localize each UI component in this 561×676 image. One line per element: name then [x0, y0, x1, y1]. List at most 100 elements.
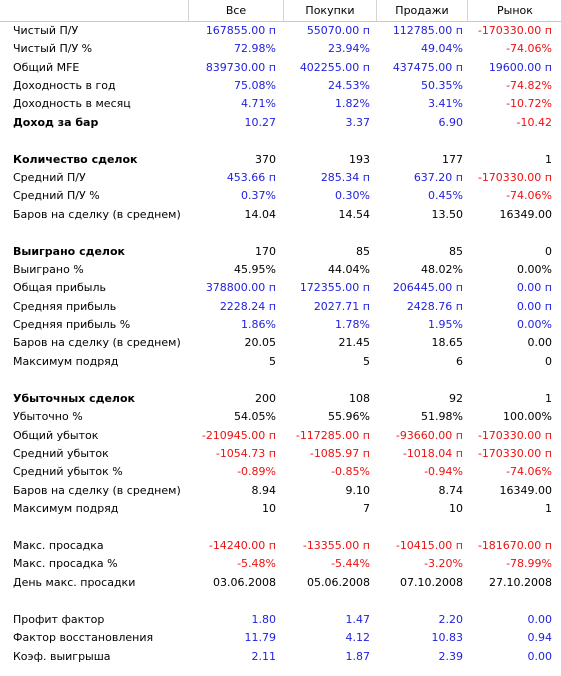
value-sells: 2428.76 п: [406, 300, 463, 313]
table-row: Общий убыток -210945.00 п -117285.00 п -936…: [0, 427, 561, 445]
value-buys: 1.47: [345, 613, 371, 626]
column-header-all[interactable]: Все: [188, 0, 283, 21]
value-sells: 0.45%: [428, 189, 463, 202]
value-sells: 2.20: [438, 613, 464, 626]
value-buys: -117285.00 п: [295, 429, 370, 442]
value-market: -78.99%: [506, 557, 552, 570]
table-row: Убыточно % 54.05% 55.96% 51.98% 100.00%: [0, 408, 561, 426]
value-all: 170: [255, 245, 276, 258]
value-all: 2.11: [251, 650, 277, 663]
value-market: 100.00%: [503, 410, 552, 423]
value-market: 0.00%: [517, 318, 552, 331]
value-buys: 85: [356, 245, 370, 258]
value-all: 10.27: [244, 116, 277, 129]
table-row: Доходность в месяц 4.71% 1.82% 3.41% -10.72%: [0, 95, 561, 113]
value-all: -1054.73 п: [215, 447, 276, 460]
value-all: 167855.00 п: [205, 24, 276, 37]
value-market: 16349.00: [499, 484, 553, 497]
row-label: Максимум подряд: [13, 502, 119, 515]
value-sells: -0.94%: [424, 465, 463, 478]
value-sells: 2.39: [438, 650, 464, 663]
value-market: 0.00%: [517, 263, 552, 276]
value-market: -170330.00 п: [477, 24, 552, 37]
value-sells: 3.41%: [428, 97, 463, 110]
value-market: 1: [545, 153, 552, 166]
row-label: Доход за бар: [13, 116, 99, 129]
row-label: Макс. просадка: [13, 539, 104, 552]
value-sells: 92: [449, 392, 463, 405]
value-buys: -0.85%: [331, 465, 370, 478]
value-buys: 1.82%: [335, 97, 370, 110]
row-label: Средняя прибыль %: [13, 318, 131, 331]
value-market: 0.00 п: [516, 281, 552, 294]
value-market: -181670.00 п: [477, 539, 552, 552]
value-sells: 177: [442, 153, 463, 166]
row-label: Убыточно %: [13, 410, 83, 423]
value-buys: 4.12: [345, 631, 371, 644]
value-sells: 18.65: [431, 336, 464, 349]
value-buys: 9.10: [345, 484, 371, 497]
value-all: 72.98%: [234, 42, 276, 55]
row-label: Коэф. выигрыша: [13, 650, 111, 663]
row-label: Выиграно %: [13, 263, 84, 276]
value-market: 1: [545, 502, 552, 515]
table-row: День макс. просадки 03.06.2008 05.06.2008 0…: [0, 574, 561, 592]
table-row: Чистый П/У 167855.00 п 55070.00 п 112785.00…: [0, 22, 561, 40]
row-label: Количество сделок: [13, 153, 138, 166]
table-row: Максимум подряд 10 7 10 1: [0, 500, 561, 518]
value-sells: -93660.00 п: [395, 429, 463, 442]
value-sells: 6.90: [438, 116, 464, 129]
row-label: Макс. просадка %: [13, 557, 118, 570]
row-label: Баров на сделку (в среднем): [13, 484, 181, 497]
table-row: Макс. просадка -14240.00 п -13355.00 п -104…: [0, 537, 561, 555]
value-buys: 55.96%: [328, 410, 370, 423]
row-label: Средняя прибыль: [13, 300, 117, 313]
row-label: Убыточных сделок: [13, 392, 136, 405]
value-sells: 50.35%: [421, 79, 463, 92]
table-row: Выиграно сделок 170 85 85 0: [0, 243, 561, 261]
table-row: Баров на сделку (в среднем) 20.05 21.45 18.…: [0, 334, 561, 352]
value-buys: 1.87: [345, 650, 371, 663]
table-row: Максимум подряд 5 5 6 0: [0, 353, 561, 371]
value-sells: 10: [449, 502, 463, 515]
value-sells: 13.50: [431, 208, 464, 221]
column-header-market[interactable]: Рынок: [467, 0, 561, 21]
value-market: 0: [545, 355, 552, 368]
value-sells: 637.20 п: [413, 171, 463, 184]
table-row: Количество сделок 370 193 177 1: [0, 151, 561, 169]
row-label: Фактор восстановления: [13, 631, 154, 644]
value-sells: 07.10.2008: [400, 576, 463, 589]
value-sells: 6: [456, 355, 463, 368]
table-row: Общая прибыль 378800.00 п 172355.00 п 20644…: [0, 279, 561, 297]
value-market: -10.42: [516, 116, 552, 129]
value-market: -74.82%: [506, 79, 552, 92]
row-label: Средний убыток %: [13, 465, 123, 478]
value-all: -210945.00 п: [201, 429, 276, 442]
value-sells: 112785.00 п: [392, 24, 463, 37]
row-label: Средний П/У: [13, 171, 86, 184]
value-all: 45.95%: [234, 263, 276, 276]
row-label: Чистый П/У: [13, 24, 79, 37]
value-all: 54.05%: [234, 410, 276, 423]
column-header-buys[interactable]: Покупки: [283, 0, 376, 21]
value-all: 0.37%: [241, 189, 276, 202]
value-buys: 3.37: [345, 116, 371, 129]
value-all: 370: [255, 153, 276, 166]
value-sells: 85: [449, 245, 463, 258]
value-sells: 437475.00 п: [392, 61, 463, 74]
row-label: Доходность в месяц: [13, 97, 131, 110]
value-buys: 44.04%: [328, 263, 370, 276]
table-row: Общий MFE 839730.00 п 402255.00 п 437475.00…: [0, 59, 561, 77]
value-buys: -13355.00 п: [302, 539, 370, 552]
value-all: 8.94: [251, 484, 277, 497]
value-all: 2228.24 п: [219, 300, 276, 313]
value-buys: -1085.97 п: [309, 447, 370, 460]
table-row: Баров на сделку (в среднем) 8.94 9.10 8.74 1…: [0, 482, 561, 500]
row-label: Максимум подряд: [13, 355, 119, 368]
table-row: Средний убыток -1054.73 п -1085.97 п -1018.…: [0, 445, 561, 463]
value-sells: 10.83: [431, 631, 464, 644]
column-header-sells[interactable]: Продажи: [376, 0, 467, 21]
value-market: 19600.00 п: [488, 61, 552, 74]
table-row: Средний П/У 453.66 п 285.34 п 637.20 п -1703…: [0, 169, 561, 187]
value-sells: -3.20%: [424, 557, 463, 570]
